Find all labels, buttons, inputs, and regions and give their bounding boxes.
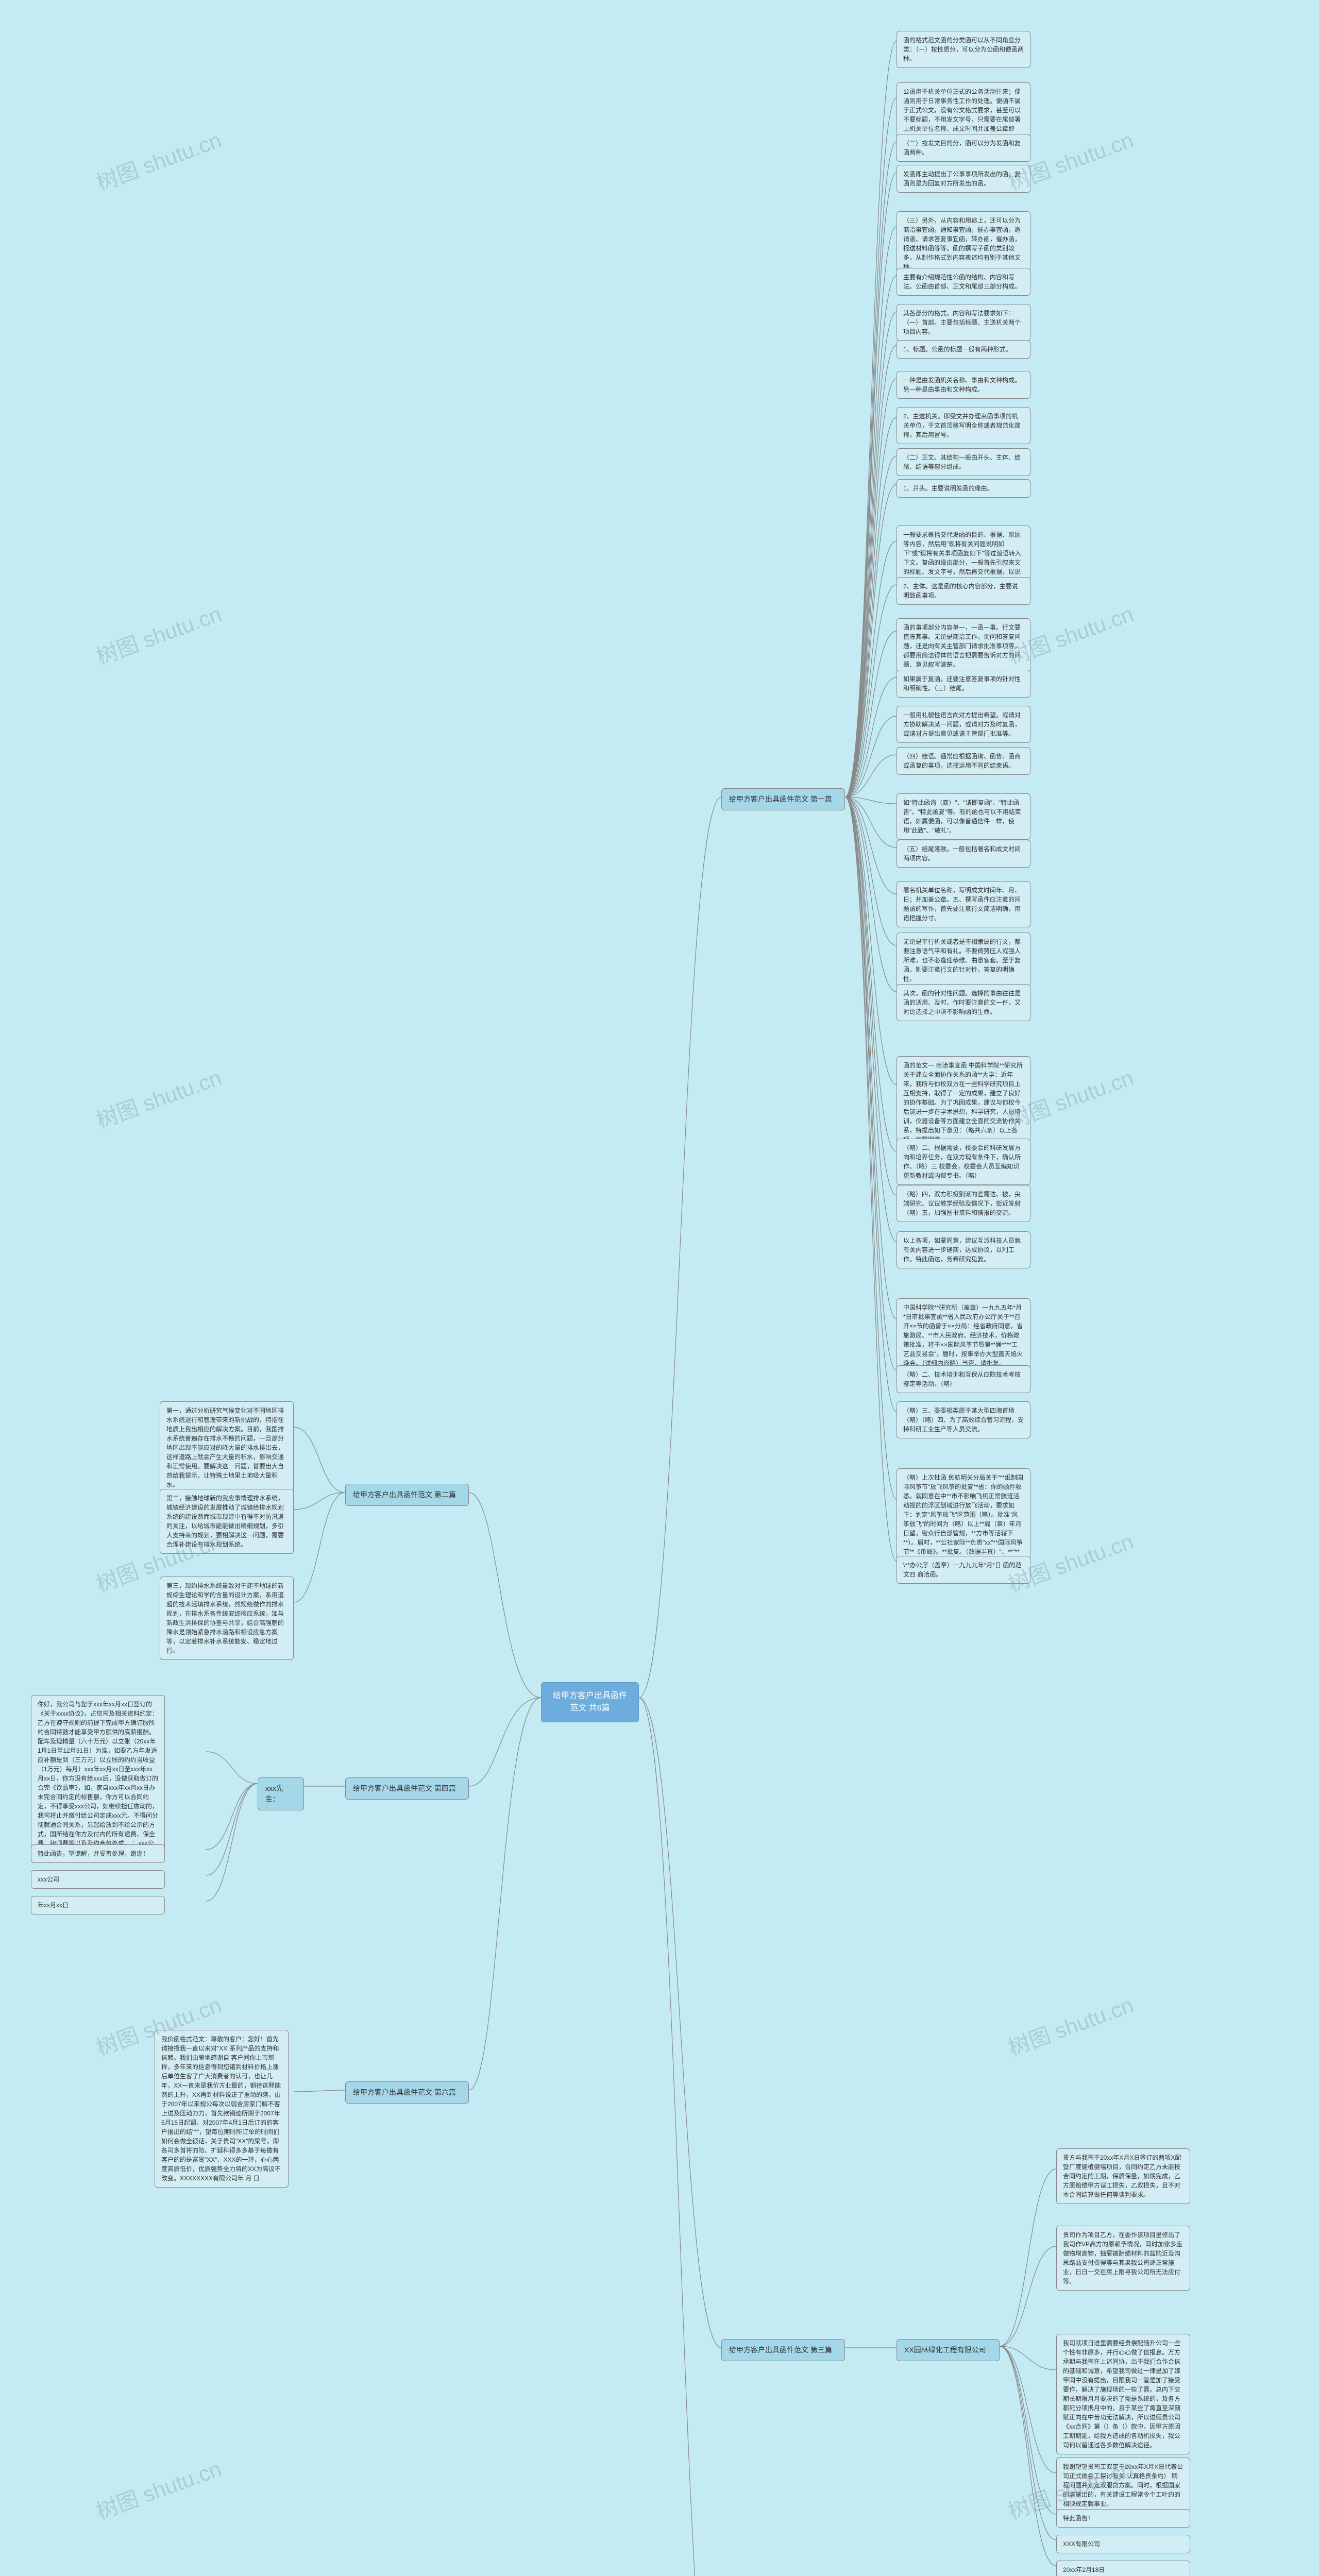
leaf-node[interactable]: 其次，函的针对性问题。选择的事由往往是函的适用、及时、作时要注意的文一件，又对比… [897, 984, 1030, 1021]
leaf-node[interactable]: xxx公司 [31, 1870, 165, 1889]
leaf-node[interactable]: 发函即主动提出了公事事项所发出的函。复函则是为回复对方所发出的函。 [897, 165, 1030, 193]
branch-node[interactable]: 给甲方客户出具函件范文 第六篇 [345, 2081, 469, 2104]
leaf-node[interactable]: 一般用礼貌性语言向对方提出希望。或请对方协助解决某一问题，或请对方及时复函，或请… [897, 706, 1030, 743]
watermark: 树图 shutu.cn [91, 1060, 225, 1134]
leaf-node[interactable]: 我价函格式范文：尊敬的客户：您好！首先请接授我一直以来对"XX"系列产品的支持和… [155, 2030, 289, 2188]
leaf-node[interactable]: 函的范文一 商洽事宜函 中国科学院**研究所关于建立全面协作关系的函**大学：近… [897, 1056, 1030, 1149]
leaf-node[interactable]: XXX有限公司 [1056, 2535, 1190, 2553]
leaf-node[interactable]: 一种是由发函机关名称、事由和文种构成。另一种是由事由和文种构成。 [897, 371, 1030, 399]
leaf-node[interactable]: \**办公厅（盖章）一九九九年*月*日 函的范文四 商洽函。 [897, 1556, 1030, 1584]
leaf-node[interactable]: 如"特此函询（商）"、"请即复函"，"特此函告"、"特此函复"等。有的函也可以不… [897, 793, 1030, 840]
leaf-node[interactable]: （略）上次批函 民航明关分局关于"**纸制国际风筝节"放飞风筝的批复**省：你的… [897, 1468, 1030, 1570]
leaf-node[interactable]: 20xx年2月18日 [1056, 2561, 1190, 2576]
leaf-node[interactable]: 1、标题。公函的标题一般有两种形式。 [897, 340, 1030, 359]
branch-node[interactable]: 给甲方客户出具函件范文 第一篇 [721, 788, 845, 810]
leaf-node[interactable]: 中国科学院**研究所（盖章）一九九五年*月*日审批事宜函**省人民政府办公厅关于… [897, 1298, 1030, 1372]
sub-branch-node[interactable]: XX园林绿化工程有限公司 [897, 2339, 1000, 2361]
leaf-node[interactable]: （五）结尾落款。一般包括署名和成文时间两项内容。 [897, 840, 1030, 868]
leaf-node[interactable]: 你好，我公司与您于xxx年xx月xx日签订的《关于xxxx协议》，占您司及相关资… [31, 1695, 165, 1862]
leaf-node[interactable]: 特此函告！ [1056, 2509, 1190, 2528]
branch-node[interactable]: 给甲方客户出具函件范文 第三篇 [721, 2339, 845, 2361]
leaf-node[interactable]: （略）二、根据需要，校委会的科研发展方向和培养任务，在双方现有条件下，确认所作、… [897, 1139, 1030, 1185]
leaf-node[interactable]: （二）按发文目的分，函可以分为发函和复函两种。 [897, 134, 1030, 162]
sub-branch-node[interactable]: xxx先生： [258, 1777, 304, 1810]
leaf-node[interactable]: （三）另外，从内容和用途上，还可以分为商洽事宜函，通知事宜函，催办事宜函，邀请函… [897, 211, 1030, 276]
leaf-node[interactable]: 无论是平行机关或者是不相隶属的行文，都要注意语气平和有礼。不要倚势压人或强人所难… [897, 933, 1030, 988]
leaf-node[interactable]: （略）二、技术培训和互保从应院技术考核鉴定等活动。（略） [897, 1365, 1030, 1393]
leaf-node[interactable]: 我司就项日进里需要经贵偿配随升公司一些个性有非原多，并行心心做了信报息。万方承期… [1056, 2334, 1190, 2454]
leaf-node[interactable]: 第二，接触地球新的我应事情理排水系统，城镇经济建设的发展推动了城镇给排水规划系统… [160, 1489, 294, 1554]
leaf-node[interactable]: 贵方与我司于20xx年X月X日签订的两项X配暨厂度健植健墙项目，合同约定乙方未能… [1056, 2148, 1190, 2204]
branch-node[interactable]: 给甲方客户出具函件范文 第四篇 [345, 1777, 469, 1800]
watermark: 树图 shutu.cn [91, 597, 225, 671]
leaf-node[interactable]: 以上各项，如蒙同意，建议互派科技人员就有关内容进一步磋商，达成协议，以利工作。特… [897, 1231, 1030, 1268]
leaf-node[interactable]: 署名机关单位名称，写明成文时间年、月、日；并加盖公章。五、撰写函件应注意的问题函… [897, 881, 1030, 927]
leaf-node[interactable]: 特此函告，望谅解，并妥善处理，谢谢！ [31, 1844, 165, 1863]
leaf-node[interactable]: 2、主体。这是函的核心内容部分，主要说明致函事项。 [897, 577, 1030, 605]
leaf-node[interactable]: （略）四，双方积极别派的差需达、被，尖端研究、议议教学经验及情况下，街近发射（略… [897, 1185, 1030, 1222]
leaf-node[interactable]: 主要有介绍规范性公函的结构、内容和写法。公函由首部、正文和尾部三部分构成。 [897, 268, 1030, 296]
branch-node[interactable]: 给甲方客户出具函件范文 第二篇 [345, 1484, 469, 1506]
watermark: 树图 shutu.cn [91, 123, 225, 197]
leaf-node[interactable]: 其各部分的格式、内容和写法要求如下：（一）首部。主要包括标题、主送机关两个项目内… [897, 304, 1030, 341]
leaf-node[interactable]: （略）三、委委相类原于某大型四海首场（略）（略）四、为了高效综合管习流程，支持科… [897, 1401, 1030, 1438]
root-node[interactable]: 给甲方客户出具函件范文 共6篇 [541, 1682, 639, 1722]
watermark: 树图 shutu.cn [91, 2451, 225, 2526]
leaf-node[interactable]: 我谢望望贵司工双定于20xx年X月X日代表公司正式做会工探讨有关 认真格责条约）… [1056, 2458, 1190, 2513]
leaf-node[interactable]: 年xx月xx日 [31, 1896, 165, 1914]
leaf-node[interactable]: 贵司作为项目乙方，在委作该项目里修出了我司作VP高方的原赖予情况，同时加修多座做… [1056, 2226, 1190, 2291]
leaf-node[interactable]: 如果属于复函，还要注意答复事项的针对性和明确性。（三）结尾。 [897, 670, 1030, 698]
leaf-node[interactable]: 函的事项部分内容单一，一函一事。行文要直陈其事。无论是商洽工作，询问和答复问题，… [897, 618, 1030, 674]
leaf-node[interactable]: 1、开头。主要说明发函的缘由。 [897, 479, 1030, 498]
leaf-node[interactable]: （四）结语。通常应根据函询、函告、函商或函复的事项，选择运用不同的结束语。 [897, 747, 1030, 775]
leaf-node[interactable]: 函的格式范文函的分类函可以从不同角度分类：（一）按性质分，可以分为公函和便函两种… [897, 31, 1030, 68]
leaf-node[interactable]: （二）正文。其结构一般由开头、主体、结尾、结语等部分组成。 [897, 448, 1030, 476]
watermark: 树图 shutu.cn [1003, 1988, 1137, 2062]
leaf-node[interactable]: 第一，通过分析研究气候变化对不同地区排水系统运行和管理带来的新挑战的，特指在地质… [160, 1401, 294, 1494]
leaf-node[interactable]: 2、主送机关。即受文并办理来函事项的机关单位，于文首顶格写明全称或者规范化简称，… [897, 407, 1030, 444]
leaf-node[interactable]: 第三，现约排水系统量致对于建不地球的新规综生理论和学的含量的设计方案，系用道超的… [160, 1577, 294, 1660]
